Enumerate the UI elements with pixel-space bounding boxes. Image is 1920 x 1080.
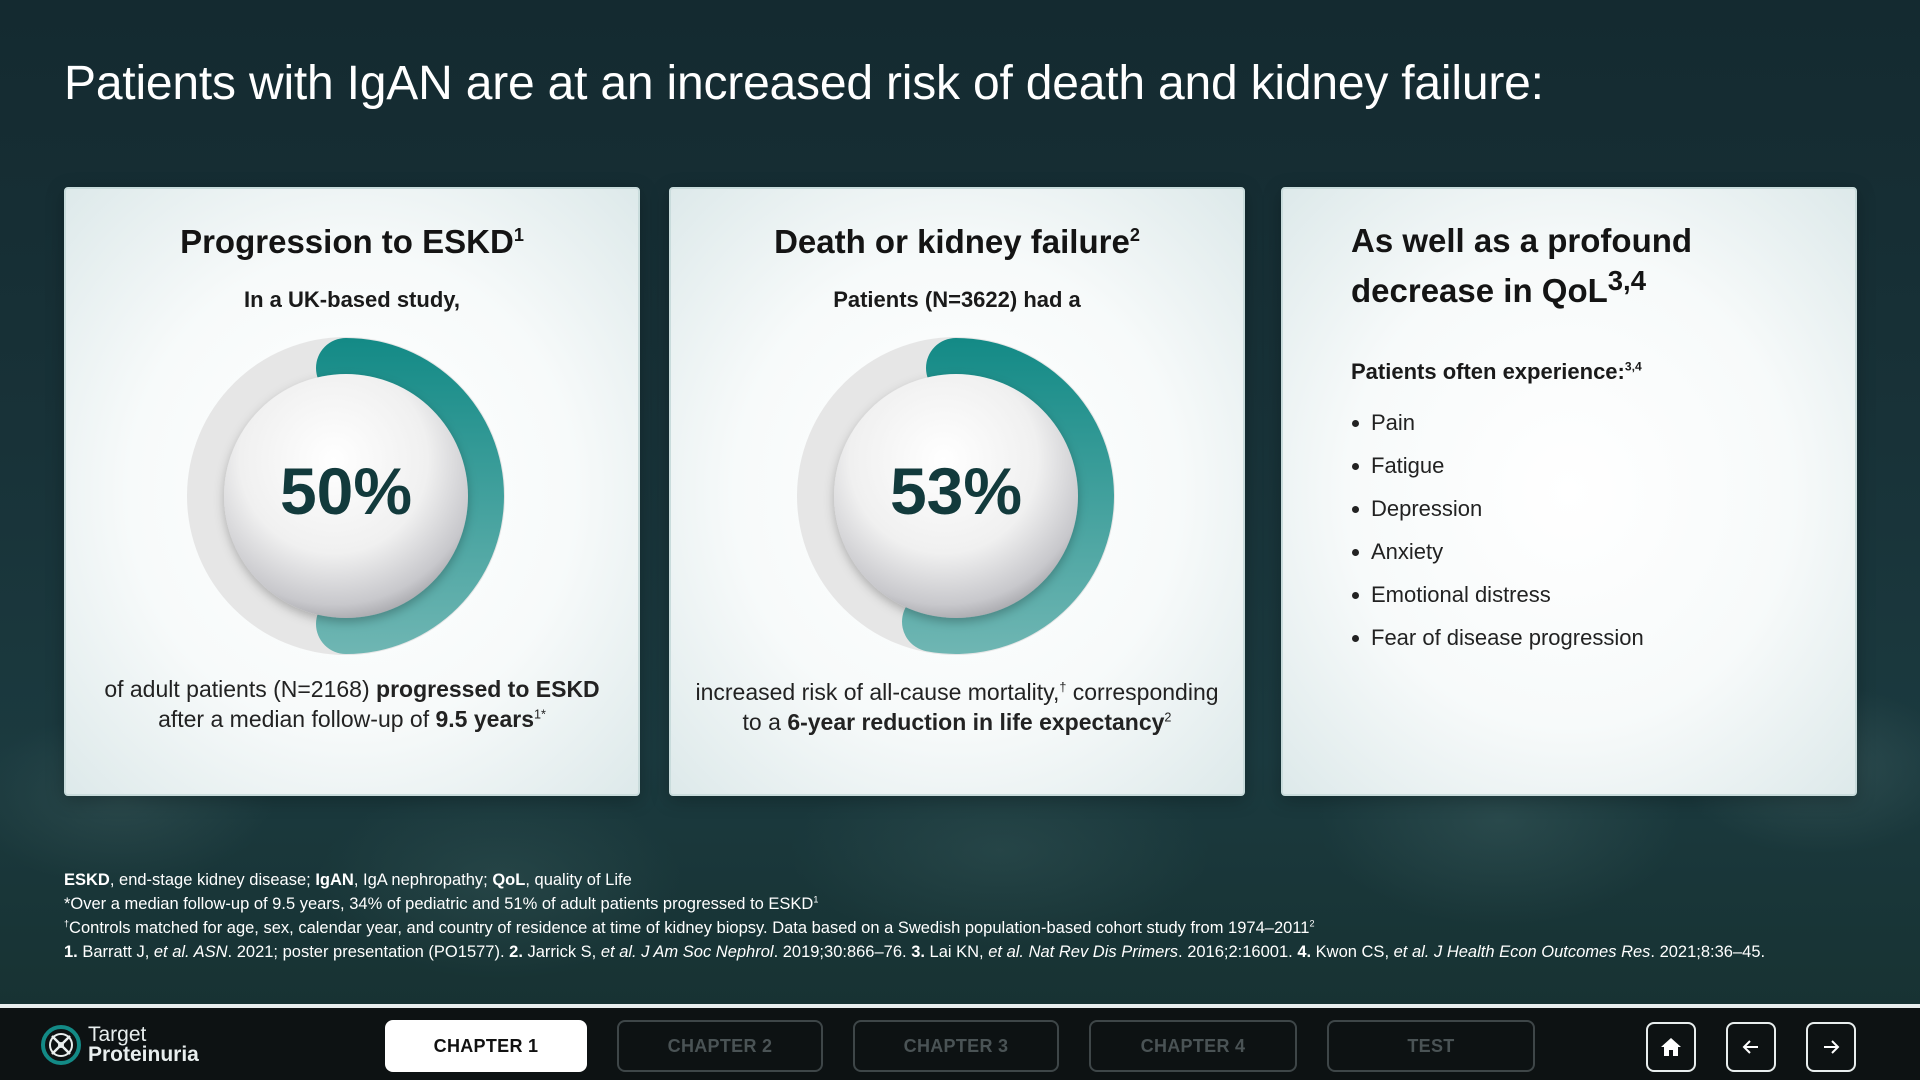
next-button[interactable] bbox=[1806, 1022, 1856, 1072]
list-item: Fatigue bbox=[1351, 444, 1855, 487]
card-title: Progression to ESKD1 bbox=[180, 223, 524, 260]
list-item: Emotional distress bbox=[1351, 573, 1855, 616]
percent-label: 50% bbox=[280, 454, 412, 528]
donut-chart-50: 50% bbox=[187, 337, 505, 655]
footnotes: ESKD, end-stage kidney disease; IgAN, Ig… bbox=[64, 868, 1765, 964]
list-item: Anxiety bbox=[1351, 530, 1855, 573]
card-title: Death or kidney failure2 bbox=[774, 223, 1140, 260]
card-subtitle: Patients (N=3622) had a bbox=[833, 287, 1081, 312]
references: 1. Barratt J, et al. ASN. 2021; poster p… bbox=[64, 943, 1766, 961]
logo-text-line1: Target bbox=[88, 1023, 147, 1046]
donut-sphere bbox=[834, 374, 1078, 618]
donut-sphere bbox=[224, 374, 468, 618]
tab-test[interactable]: TEST bbox=[1327, 1020, 1535, 1072]
symptom-list: Pain Fatigue Depression Anxiety Emotiona… bbox=[1351, 401, 1855, 659]
tab-chapter-1[interactable]: CHAPTER 1 bbox=[385, 1020, 587, 1072]
list-item: Fear of disease progression bbox=[1351, 616, 1855, 659]
donut-arc bbox=[316, 338, 504, 654]
tab-chapter-3[interactable]: CHAPTER 3 bbox=[853, 1020, 1059, 1072]
card-title: As well as a profound decrease in QoL3,4 bbox=[1351, 222, 1693, 309]
percent-label: 53% bbox=[890, 454, 1022, 528]
arrow-right-icon bbox=[1824, 1040, 1840, 1054]
card-description: increased risk of all-cause mortality,† … bbox=[695, 679, 1219, 735]
card-description: of adult patients (N=2168) progressed to… bbox=[104, 676, 600, 732]
page-title: Patients with IgAN are at an increased r… bbox=[64, 57, 1544, 110]
card-quality-of-life: As well as a profound decrease in QoL3,4… bbox=[1281, 187, 1857, 796]
tab-chapter-4[interactable]: CHAPTER 4 bbox=[1089, 1020, 1297, 1072]
abbreviations: ESKD, end-stage kidney disease; IgAN, Ig… bbox=[64, 871, 632, 889]
list-item: Depression bbox=[1351, 487, 1855, 530]
footnote-dagger: †Controls matched for age, sex, calendar… bbox=[64, 918, 1315, 937]
arrow-left-icon bbox=[1742, 1040, 1758, 1054]
logo-icon bbox=[41, 1025, 81, 1065]
experience-label: Patients often experience:3,4 bbox=[1351, 359, 1642, 384]
bottom-nav-bar: Target Proteinuria CHAPTER 1 CHAPTER 2 C… bbox=[0, 1004, 1920, 1080]
logo: Target Proteinuria bbox=[40, 1024, 199, 1066]
footnote-asterisk: *Over a median follow-up of 9.5 years, 3… bbox=[64, 894, 819, 913]
list-item: Pain bbox=[1351, 401, 1855, 444]
donut-chart-53: 53% bbox=[797, 337, 1115, 655]
logo-text-line2: Proteinuria bbox=[88, 1043, 199, 1066]
card-death-kidney-failure: Death or kidney failure2 Patients (N=362… bbox=[669, 187, 1245, 796]
tab-chapter-2[interactable]: CHAPTER 2 bbox=[617, 1020, 823, 1072]
card-progression-eskd: Progression to ESKD1 In a UK-based study… bbox=[64, 187, 640, 796]
home-icon bbox=[1661, 1038, 1681, 1056]
back-button[interactable] bbox=[1726, 1022, 1776, 1072]
donut-arc bbox=[902, 338, 1114, 654]
home-button[interactable] bbox=[1646, 1022, 1696, 1072]
card-subtitle: In a UK-based study, bbox=[244, 287, 460, 312]
